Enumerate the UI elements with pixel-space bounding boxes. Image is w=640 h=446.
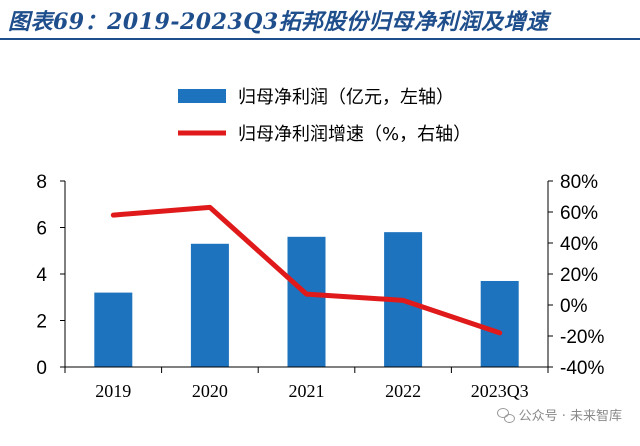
right-tick-label: 20% bbox=[560, 265, 598, 286]
line-point-2023Q3 bbox=[497, 330, 502, 335]
left-tick-label: 8 bbox=[36, 172, 47, 193]
x-tick-label: 2022 bbox=[385, 381, 421, 401]
chart-title: 图表69：2019-2023Q3拓邦股份归母净利润及增速 bbox=[8, 9, 549, 35]
legend-label-bar: 归母净利润（亿元，左轴） bbox=[238, 87, 454, 108]
right-tick-label: 60% bbox=[560, 203, 598, 224]
right-tick-label: 0% bbox=[560, 296, 588, 317]
left-tick-label: 6 bbox=[36, 219, 47, 240]
bar-2020 bbox=[190, 243, 229, 367]
line-point-2022 bbox=[401, 298, 406, 303]
line-point-2021 bbox=[304, 292, 309, 297]
legend-swatch-bar bbox=[178, 89, 226, 103]
bar-2021 bbox=[287, 236, 326, 367]
left-tick-label: 4 bbox=[36, 265, 47, 286]
x-tick-label: 2023Q3 bbox=[471, 381, 529, 401]
title-bar: 图表69：2019-2023Q3拓邦股份归母净利润及增速 bbox=[0, 0, 640, 40]
x-tick-label: 2020 bbox=[192, 381, 228, 401]
right-tick-label: -40% bbox=[560, 358, 604, 379]
bar-2023Q3 bbox=[480, 280, 519, 367]
x-tick-label: 2019 bbox=[95, 381, 131, 401]
legend-label-line: 归母净利润增速（%，右轴） bbox=[238, 124, 471, 145]
watermark: 公众号 · 未来智库 bbox=[496, 405, 622, 424]
right-tick-label: -20% bbox=[560, 327, 604, 348]
line-point-2019 bbox=[111, 213, 116, 218]
wechat-icon bbox=[496, 406, 515, 424]
line-point-2020 bbox=[207, 205, 212, 210]
watermark-text: 公众号 · 未来智库 bbox=[518, 409, 622, 424]
title-divider bbox=[0, 38, 640, 40]
left-tick-label: 2 bbox=[36, 312, 47, 333]
left-tick-label: 0 bbox=[36, 358, 47, 379]
x-tick-label: 2021 bbox=[289, 381, 325, 401]
bar-2019 bbox=[94, 292, 133, 367]
right-tick-label: 40% bbox=[560, 234, 598, 255]
right-tick-label: 80% bbox=[560, 172, 598, 193]
